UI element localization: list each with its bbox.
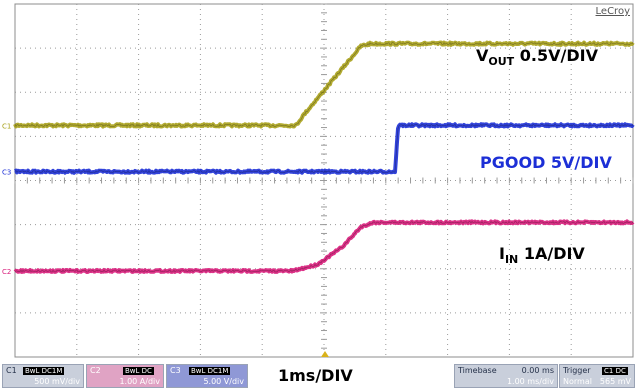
vout-label-sub: OUT bbox=[488, 55, 515, 69]
iin-label-main: I bbox=[499, 244, 505, 263]
timebase-descriptor[interactable]: Timebase 0.00 ms 1.00 ms/div bbox=[454, 364, 558, 388]
trigger-label: Trigger bbox=[563, 366, 591, 375]
trace-c1 bbox=[13, 40, 635, 129]
trigger-position-marker bbox=[321, 351, 329, 357]
trace-c2-noise bbox=[14, 220, 634, 273]
c3-chip: BwL DC1M bbox=[189, 367, 231, 375]
trace-c2 bbox=[13, 219, 635, 274]
c1-tag: C1 bbox=[6, 366, 17, 375]
iin-label: IIN 1A/DIV bbox=[499, 244, 585, 266]
trace-c3 bbox=[13, 122, 635, 175]
trigger-descriptor[interactable]: Trigger C1 DC Normal 565 mV bbox=[559, 364, 635, 388]
brand-logo: LeCroy bbox=[595, 6, 630, 17]
c3-descriptor[interactable]: C3 BwL DC1M 5.00 V/div bbox=[166, 364, 248, 388]
trigger-chip: C1 DC bbox=[602, 367, 628, 375]
channel-markers: C1 C3 C2 bbox=[2, 122, 11, 276]
iin-label-sub: IN bbox=[504, 253, 519, 267]
trigger-level: 565 mV bbox=[599, 377, 631, 386]
traces bbox=[13, 40, 635, 274]
timebase-label: Timebase bbox=[458, 366, 497, 375]
timebase-offset: 0.00 ms bbox=[521, 366, 554, 375]
vout-label: VOUT 0.5V/DIV bbox=[476, 46, 598, 68]
c2-descriptor[interactable]: C2 BwL DC 1.00 A/div bbox=[86, 364, 164, 388]
c3-scale: 5.00 V/div bbox=[203, 377, 244, 386]
c1-chip: BwL DC1M bbox=[23, 367, 65, 375]
timebase-scale: 1.00 ms/div bbox=[506, 377, 554, 386]
c3-tag: C3 bbox=[170, 366, 181, 375]
channel-marker-c1: C1 bbox=[2, 122, 11, 130]
c2-chip: BwL DC bbox=[123, 367, 154, 375]
timebase-annotation: 1ms/DIV bbox=[278, 366, 353, 385]
iin-label-rest: 1A/DIV bbox=[518, 244, 585, 263]
pgood-label-main: PGOOD 5V/DIV bbox=[480, 153, 612, 172]
c2-tag: C2 bbox=[90, 366, 101, 375]
c2-scale: 1.00 A/div bbox=[119, 377, 160, 386]
channel-marker-c2: C2 bbox=[2, 268, 11, 276]
vout-label-rest: 0.5V/DIV bbox=[514, 46, 598, 65]
pgood-label: PGOOD 5V/DIV bbox=[480, 153, 612, 172]
c1-scale: 500 mV/div bbox=[34, 377, 80, 386]
c1-descriptor[interactable]: C1 BwL DC1M 500 mV/div bbox=[2, 364, 84, 388]
trigger-mode: Normal bbox=[563, 377, 592, 386]
trace-c3-noise bbox=[14, 123, 634, 174]
trace-c1-noise bbox=[14, 41, 634, 128]
channel-marker-c3: C3 bbox=[2, 169, 11, 177]
vout-label-main: V bbox=[476, 46, 489, 65]
